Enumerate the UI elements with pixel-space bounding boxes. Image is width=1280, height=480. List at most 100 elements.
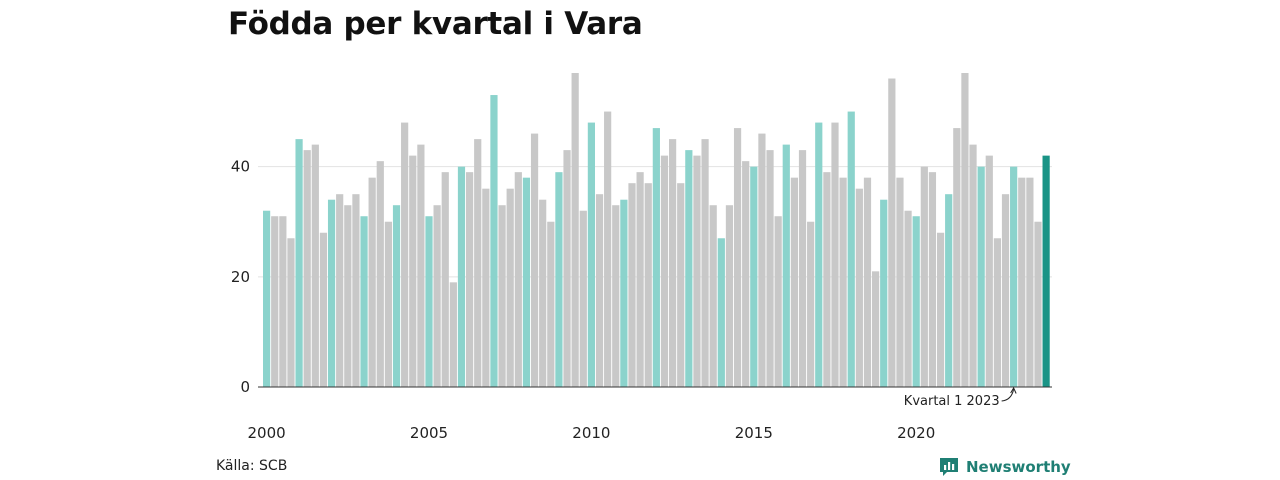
bar xyxy=(336,194,344,387)
bar xyxy=(514,172,522,387)
bar xyxy=(652,128,660,387)
bar xyxy=(953,128,961,387)
x-tick-label: 2010 xyxy=(572,424,610,442)
bar xyxy=(628,183,636,387)
bar xyxy=(571,73,579,387)
bar xyxy=(945,194,953,387)
y-tick-labels: 0 20 40 xyxy=(231,158,250,396)
bar xyxy=(449,282,457,387)
y-tick-label: 20 xyxy=(231,268,250,286)
bar xyxy=(530,133,539,387)
bar xyxy=(271,216,279,387)
bar xyxy=(327,199,336,387)
bar xyxy=(790,177,798,387)
bar xyxy=(279,216,287,387)
bar xyxy=(466,172,474,387)
bar xyxy=(319,232,328,387)
bar xyxy=(660,155,669,387)
bar xyxy=(725,205,734,387)
bar xyxy=(831,122,839,387)
bar xyxy=(904,210,912,387)
bar xyxy=(733,128,742,387)
bar xyxy=(750,166,758,387)
bar xyxy=(774,216,782,387)
bar xyxy=(344,205,352,387)
bar xyxy=(823,172,831,387)
y-tick-label: 0 xyxy=(240,378,250,396)
bar xyxy=(482,188,490,387)
bar xyxy=(701,139,709,387)
bar xyxy=(928,172,937,387)
bar xyxy=(376,161,384,387)
bar xyxy=(595,194,604,387)
bar xyxy=(644,183,652,387)
bar xyxy=(709,205,717,387)
bar xyxy=(1010,166,1018,387)
latest-annotation: Kvartal 1 2023 xyxy=(904,386,1017,409)
bar xyxy=(506,188,514,387)
bar xyxy=(498,205,506,387)
chart-title: Födda per kvartal i Vara xyxy=(228,6,643,42)
bar xyxy=(392,205,401,387)
bar-chart: 0 20 40 2000 2005 2010 2015 2020 Kvartal 1 202… xyxy=(231,73,1052,442)
bar xyxy=(287,238,295,387)
bar xyxy=(563,150,571,387)
bar xyxy=(263,210,271,387)
x-tick-label: 2000 xyxy=(248,424,286,442)
bar xyxy=(311,144,319,387)
bar xyxy=(847,111,855,387)
annotation-label: Kvartal 1 2023 xyxy=(904,394,1000,409)
bar xyxy=(717,238,725,387)
annotation-arrowhead xyxy=(1010,386,1017,394)
bar xyxy=(742,161,750,387)
bar xyxy=(417,144,425,387)
newsworthy-logo-icon xyxy=(940,458,958,476)
bar xyxy=(872,271,880,387)
bar xyxy=(636,172,644,387)
bar xyxy=(620,199,628,387)
x-tick-label: 2005 xyxy=(410,424,448,442)
x-tick-label: 2015 xyxy=(735,424,773,442)
bar xyxy=(693,155,701,387)
bar xyxy=(303,150,311,387)
bar xyxy=(677,183,685,387)
bar xyxy=(360,216,368,387)
bar xyxy=(295,139,303,387)
bar xyxy=(985,155,993,387)
bar xyxy=(441,172,449,387)
bar xyxy=(920,166,928,387)
bar xyxy=(425,216,433,387)
bar xyxy=(993,238,1001,387)
bar xyxy=(766,150,774,387)
bar xyxy=(669,139,677,387)
bar xyxy=(936,232,945,387)
bar xyxy=(1001,194,1010,387)
bar xyxy=(863,177,872,387)
bar xyxy=(855,188,863,387)
bar xyxy=(490,95,498,387)
bar xyxy=(758,133,766,387)
bar xyxy=(815,122,823,387)
bar xyxy=(384,221,392,387)
bar xyxy=(807,221,815,387)
bar xyxy=(409,155,417,387)
annotation-arrow xyxy=(1001,388,1015,402)
bar xyxy=(1018,177,1026,387)
bar xyxy=(612,205,620,387)
bar xyxy=(912,216,920,387)
bar xyxy=(604,111,612,387)
bar xyxy=(798,150,807,387)
brand-name: Newsworthy xyxy=(966,458,1071,476)
x-tick-label: 2020 xyxy=(897,424,935,442)
bars xyxy=(263,73,1050,387)
bar xyxy=(839,177,847,387)
bar xyxy=(579,210,587,387)
bar xyxy=(368,177,376,387)
bar xyxy=(539,199,547,387)
bar xyxy=(401,122,409,387)
y-tick-label: 40 xyxy=(231,158,250,176)
x-tick-labels: 2000 2005 2010 2015 2020 xyxy=(248,424,936,442)
bar xyxy=(896,177,904,387)
bar xyxy=(433,205,441,387)
bar xyxy=(352,194,360,387)
